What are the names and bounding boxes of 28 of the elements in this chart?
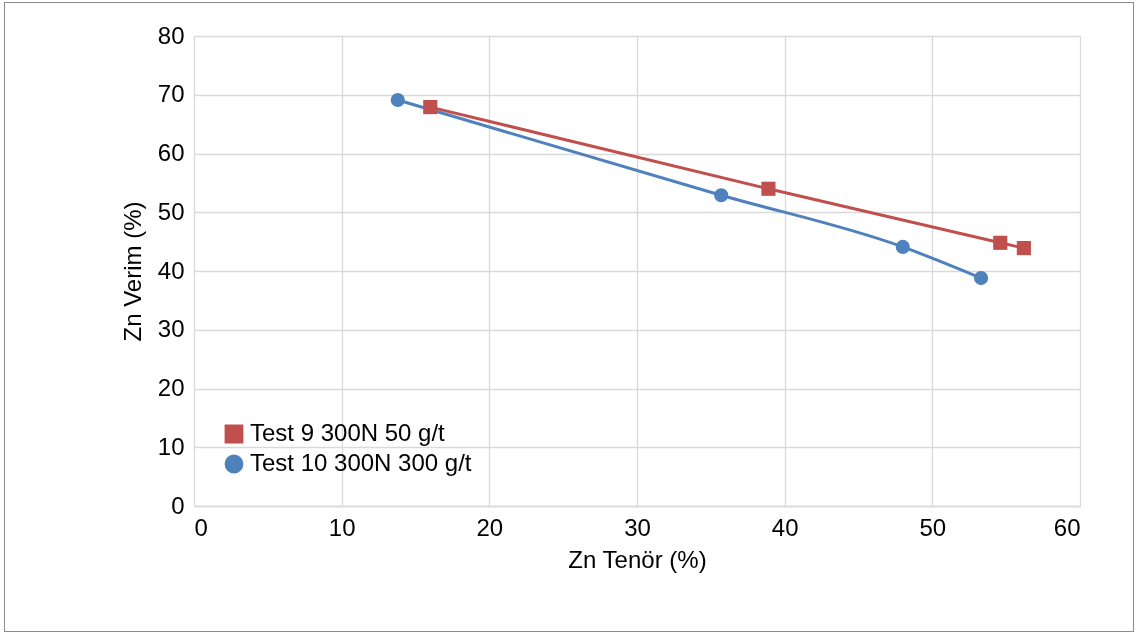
point — [423, 100, 438, 115]
y-tick-label: 40 — [157, 256, 185, 284]
y-tick-label: 70 — [157, 80, 185, 108]
y-tick-label: 80 — [157, 21, 185, 49]
y-tick-label: 20 — [157, 374, 185, 401]
point — [993, 235, 1008, 250]
point — [1016, 241, 1031, 256]
point — [390, 92, 405, 108]
x-tick-label: 20 — [476, 513, 504, 541]
y-axis-title: Zn Verim (%) — [118, 201, 146, 342]
y-tick-label: 60 — [157, 139, 185, 166]
x-axis-title: Zn Tenör (%) — [568, 545, 707, 573]
point — [714, 188, 729, 203]
y-tick-label: 0 — [171, 491, 185, 519]
y-tick-label: 10 — [157, 432, 185, 460]
legend-label: Test 9 300N 50 g/t — [250, 419, 446, 446]
point — [761, 181, 776, 196]
x-tick-label: 10 — [328, 513, 356, 541]
y-tick-label: 50 — [157, 197, 185, 225]
x-tick-label: 30 — [624, 513, 651, 541]
x-tick-label: 50 — [919, 513, 947, 541]
point — [973, 270, 989, 286]
point — [895, 239, 910, 254]
x-tick-label: 40 — [771, 513, 799, 541]
legend-label: Test 10 300N 300 g/t — [250, 449, 472, 476]
y-tick-label: 30 — [157, 315, 185, 343]
x-tick-label: 60 — [1053, 513, 1081, 541]
x-tick-label: 0 — [194, 513, 208, 541]
